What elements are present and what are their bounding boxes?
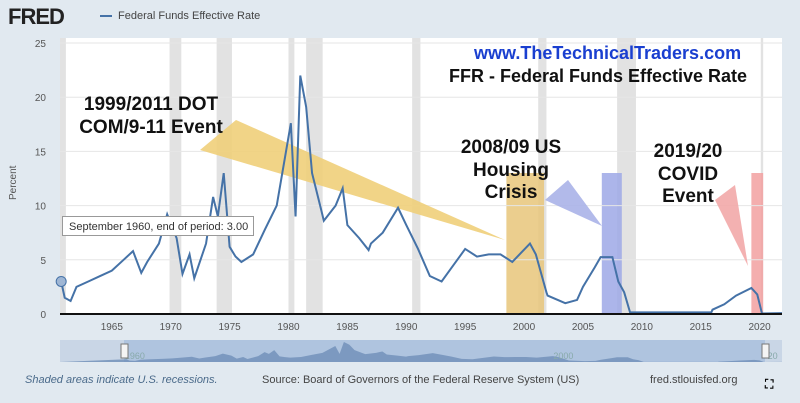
tooltip: September 1960, end of period: 3.00 — [62, 216, 254, 236]
y-tick-label: 10 — [35, 202, 47, 213]
legend: Federal Funds Effective Rate — [100, 10, 260, 22]
legend-label: Federal Funds Effective Rate — [118, 10, 261, 22]
watermark-site: www.TheTechnicalTraders.com — [474, 43, 742, 63]
site-link[interactable]: fred.stlouisfed.org — [650, 374, 738, 386]
callout-tail-housing — [545, 180, 602, 226]
callout-tail-dotcom — [200, 120, 505, 240]
navigator-selection — [124, 340, 765, 362]
x-tick-label: 1985 — [336, 322, 359, 333]
highlight-band — [751, 173, 764, 314]
x-tick-label: 1970 — [160, 322, 183, 333]
fullscreen-icon[interactable]: ⛶ — [765, 377, 774, 391]
highlight-band — [601, 173, 622, 314]
x-tick-label: 1995 — [454, 322, 477, 333]
x-tick-label: 2020 — [748, 322, 771, 333]
x-tick-label: 1980 — [277, 322, 300, 333]
navigator-handle-left[interactable] — [120, 343, 129, 359]
y-tick-label: 5 — [40, 256, 46, 267]
y-tick-label: 15 — [35, 147, 47, 158]
callout-tail-covid — [715, 185, 748, 266]
callout-dotcom: 1999/2011 DOT COM/9-11 Event — [79, 94, 223, 138]
x-tick-label: 1990 — [395, 322, 418, 333]
x-tick-label: 2010 — [631, 322, 654, 333]
y-axis-label: Percent — [8, 165, 19, 200]
x-tick-label: 1975 — [218, 322, 241, 333]
navigator-label: 1960 — [125, 351, 145, 361]
callout-covid: 2019/20 COVID Event — [653, 140, 723, 208]
recession-note: Shaded areas indicate U.S. recessions. — [25, 374, 218, 386]
callout-housing: 2008/09 US Housing Crisis — [460, 136, 562, 204]
hover-point — [55, 275, 67, 287]
x-tick-label: 2000 — [513, 322, 536, 333]
recession-band — [169, 38, 182, 314]
x-tick-label: 1965 — [101, 322, 124, 333]
watermark-title: FFR - Federal Funds Effective Rate — [449, 66, 748, 86]
recession-band — [412, 38, 421, 314]
legend-swatch — [100, 15, 112, 18]
fred-logo[interactable]: FRED — [8, 4, 65, 29]
x-tick-label: 2005 — [572, 322, 595, 333]
navigator-handle-right[interactable] — [761, 343, 770, 359]
source-text: Source: Board of Governors of the Federa… — [262, 374, 580, 386]
navigator-label: 2000 — [553, 351, 573, 361]
x-tick-label: 2015 — [690, 322, 713, 333]
y-tick-label: 20 — [35, 93, 47, 104]
navigator-series — [60, 342, 782, 362]
recession-band — [60, 38, 66, 314]
y-tick-label: 25 — [35, 39, 47, 50]
y-tick-label: 0 — [40, 310, 46, 321]
series-line — [60, 75, 783, 315]
navigator-label: 20 — [768, 351, 778, 361]
highlight-band — [506, 173, 545, 314]
